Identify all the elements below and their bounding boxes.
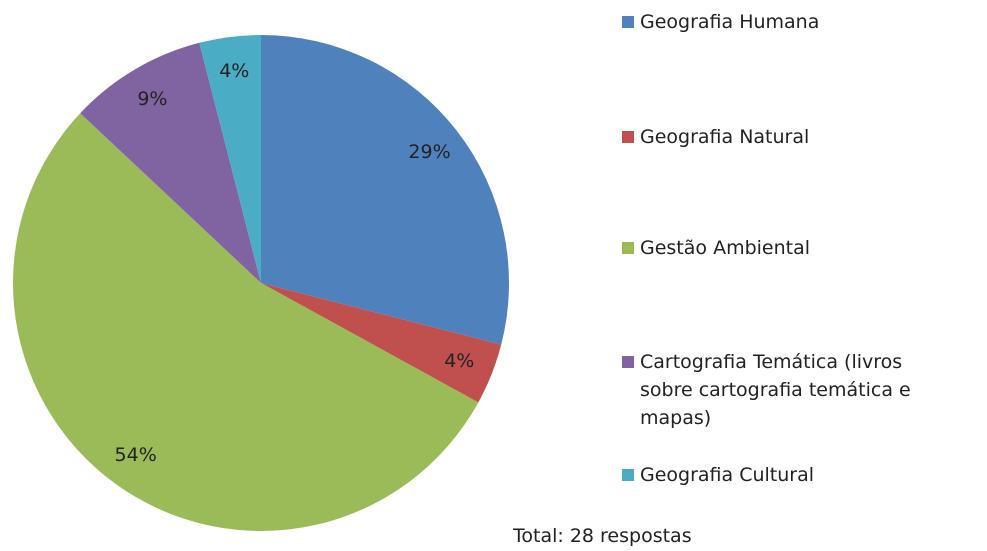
pie-slice [199, 35, 261, 283]
data-label: 4% [444, 350, 474, 372]
legend-swatch [622, 16, 634, 28]
legend-entry: Gestão Ambiental [622, 234, 952, 262]
pie-slice [261, 283, 502, 403]
pie-slice [261, 35, 510, 345]
legend-label: Geografia Cultural [640, 464, 815, 486]
data-label: 29% [408, 141, 450, 163]
legend-entry: Geografia Humana [622, 8, 952, 36]
legend-swatch [622, 356, 634, 368]
data-label: 9% [137, 88, 167, 110]
legend-label: Geografia Humana [640, 11, 820, 33]
pie-slice [80, 42, 261, 283]
legend-label: Cartografia Temática (livros sobre carto… [640, 351, 911, 429]
legend-label: Gestão Ambiental [640, 237, 811, 259]
data-label: 54% [115, 444, 157, 466]
data-label: 4% [219, 60, 249, 82]
legend-swatch [622, 469, 634, 481]
pie-slice [12, 113, 479, 532]
legend-swatch [622, 242, 634, 254]
annotation: Total: 28 respostas [513, 525, 692, 547]
legend-swatch [622, 131, 634, 143]
legend-entry: Geografia Natural [622, 123, 952, 151]
legend-entry: Geografia Cultural [622, 461, 952, 489]
legend-entry: Cartografia Temática (livros sobre carto… [622, 348, 952, 432]
legend-label: Geografia Natural [640, 126, 810, 148]
